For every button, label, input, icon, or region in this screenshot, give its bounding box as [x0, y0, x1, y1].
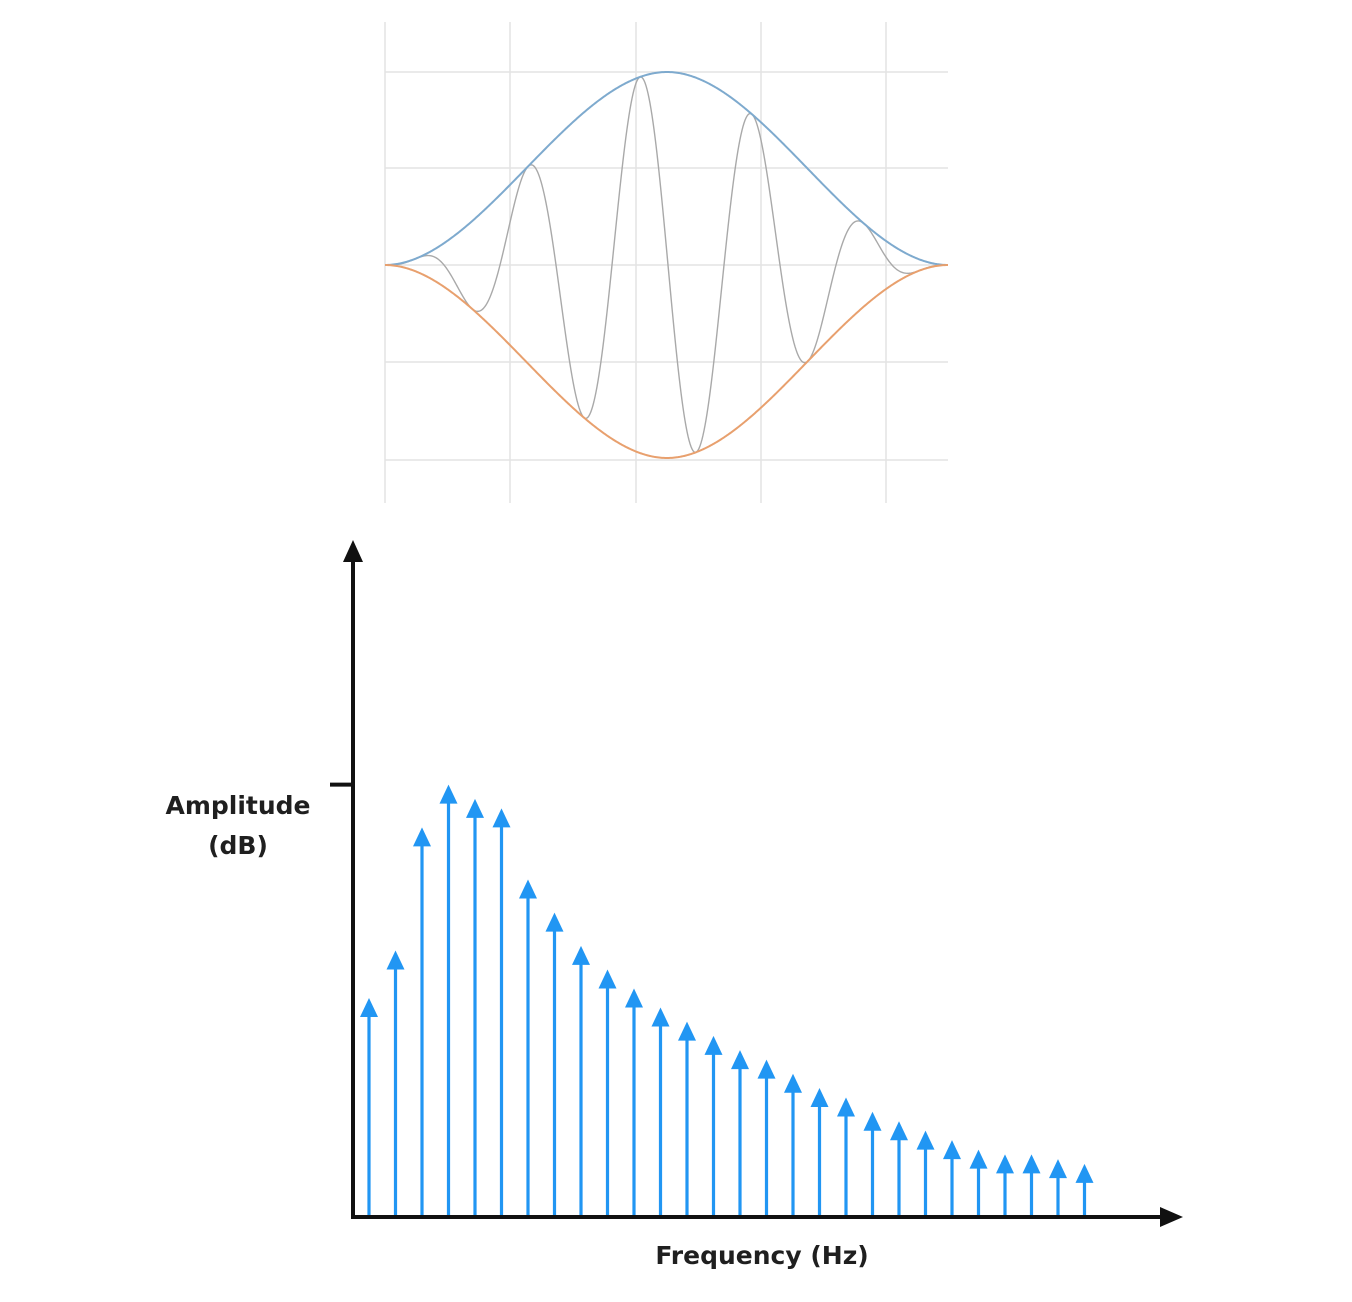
x-axis-arrowhead — [1160, 1207, 1183, 1227]
spectrum-stem-arrowhead — [837, 1097, 855, 1117]
y-axis-arrowhead — [343, 540, 363, 562]
spectrum-stem-arrowhead — [545, 912, 564, 932]
spectrum-stem-arrowhead — [678, 1021, 696, 1041]
spectrum-stem-arrowhead — [863, 1111, 882, 1131]
y-axis-label-line1: Amplitude — [165, 791, 311, 820]
upper-envelope-line — [384, 70, 949, 266]
spectrum-stem-arrowhead — [704, 1035, 723, 1055]
spectrum-stem-arrowhead — [386, 950, 405, 970]
spectrum-stem-arrowhead — [651, 1007, 670, 1027]
spectrum-stem-arrowhead — [439, 784, 458, 804]
spectrum-stem-arrowhead — [1022, 1154, 1041, 1174]
wave-grid — [384, 22, 948, 503]
spectrum-stem-arrowhead — [996, 1154, 1014, 1174]
spectrum-stem-arrowhead — [360, 997, 378, 1017]
spectrum-stem-arrowhead — [943, 1140, 961, 1160]
spectrum-stem-arrowhead — [519, 879, 537, 899]
spectrum-stem-arrowhead — [1049, 1159, 1067, 1179]
spectrum-stem-arrowhead — [572, 945, 590, 965]
spectrum-stems — [360, 784, 1094, 1216]
modulated-wave-chart — [384, 22, 949, 503]
spectrum-stem-arrowhead — [625, 988, 643, 1008]
spectrum-stem-arrowhead — [757, 1059, 776, 1079]
y-axis-label-line2: (dB) — [208, 831, 268, 860]
x-axis-label: Frequency (Hz) — [655, 1241, 869, 1270]
spectrum-chart — [330, 540, 1183, 1227]
spectrum-stem-arrowhead — [1075, 1163, 1094, 1183]
spectrum-stem-arrowhead — [731, 1050, 749, 1070]
spectrum-stem-arrowhead — [492, 808, 511, 828]
spectrum-stem-arrowhead — [969, 1149, 988, 1169]
spectrum-stem-arrowhead — [916, 1130, 935, 1150]
modulated-carrier-line — [385, 76, 948, 454]
y-axis-label: Amplitude (dB) — [152, 786, 324, 866]
spectrum-stem-arrowhead — [598, 969, 617, 989]
spectrum-stem-arrowhead — [413, 827, 431, 847]
spectrum-stem-arrowhead — [466, 798, 484, 818]
spectrum-stem-arrowhead — [784, 1073, 802, 1093]
spectrum-stem-arrowhead — [890, 1121, 908, 1141]
lower-envelope-line — [384, 264, 949, 460]
spectrum-stem-arrowhead — [810, 1088, 829, 1108]
